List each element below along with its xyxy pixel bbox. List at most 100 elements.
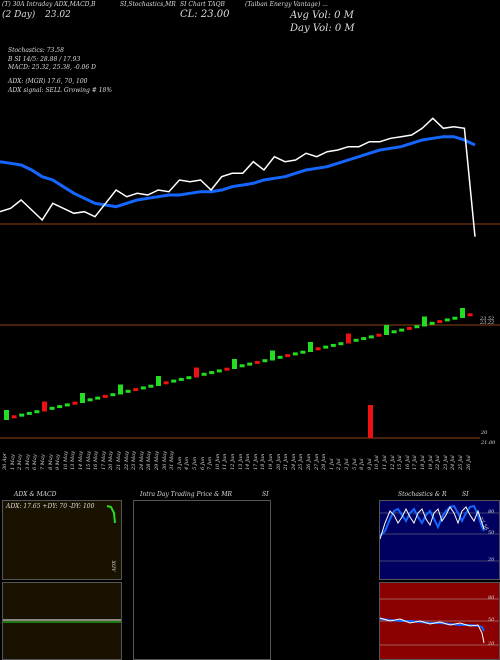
candle bbox=[361, 337, 367, 341]
candle bbox=[102, 394, 108, 398]
date-label: 10 Jun bbox=[214, 453, 221, 470]
date-label: 18 Jul bbox=[420, 455, 426, 470]
candle bbox=[19, 413, 25, 417]
stoch-tick-20: 20 bbox=[488, 557, 495, 563]
date-label: 23 May bbox=[131, 451, 138, 470]
candle bbox=[118, 384, 123, 395]
date-label: 2 May bbox=[17, 454, 24, 470]
candle bbox=[452, 316, 458, 320]
stoch-panel-title: Stochastics & R bbox=[398, 491, 447, 498]
date-label: 20 May bbox=[108, 451, 115, 470]
macd-readout: MACD: 25.32, 25.38, -0.06 D bbox=[8, 64, 96, 71]
candle bbox=[330, 343, 336, 347]
stoch-panel: 80 50 20 73.58 bbox=[379, 500, 500, 580]
stoch-panel-title2: SI bbox=[462, 491, 469, 498]
candle bbox=[239, 364, 245, 368]
ma-line bbox=[0, 135, 476, 209]
date-label: 5 Jul bbox=[351, 458, 358, 470]
candle bbox=[467, 313, 473, 317]
candle bbox=[437, 320, 443, 324]
candle bbox=[460, 308, 465, 318]
date-label: 22 May bbox=[123, 451, 130, 470]
date-label: 6 Jun bbox=[199, 456, 206, 470]
candle bbox=[57, 405, 63, 409]
date-label: 26 Jul bbox=[465, 455, 472, 470]
candle bbox=[110, 393, 116, 397]
candle bbox=[163, 381, 169, 385]
candle bbox=[338, 342, 344, 346]
mrsi-tick-20: 20 bbox=[488, 641, 495, 647]
header-date: (2 Day) bbox=[2, 10, 36, 20]
candle bbox=[277, 355, 283, 359]
candle bbox=[194, 367, 199, 378]
macd-panel bbox=[2, 582, 122, 660]
candle bbox=[72, 401, 78, 405]
candle bbox=[87, 398, 93, 402]
day-volume: Day Vol: 0 M bbox=[290, 23, 355, 34]
header-line1: (T) 30A Intraday ADX,MACD,B bbox=[2, 1, 96, 8]
date-label: 9 Jul bbox=[366, 458, 373, 470]
mrsi-panel: 80 50 20 bbox=[379, 582, 500, 660]
header-company: (Taiban Energy Vantage) ... bbox=[245, 1, 328, 8]
candle bbox=[148, 384, 154, 388]
price-tick-bottom: 20 bbox=[481, 430, 488, 436]
candle bbox=[201, 372, 207, 376]
adx-panel-readout: ADX: 17.65 +DY: 70 -DY: 100 bbox=[6, 503, 95, 510]
candle bbox=[292, 352, 298, 356]
candle bbox=[209, 371, 215, 375]
candle bbox=[216, 369, 222, 373]
header-si: SI,Stochastics,MR bbox=[120, 1, 176, 8]
candle bbox=[247, 362, 253, 366]
date-label: 29 May bbox=[154, 451, 160, 470]
date-label: 16 May bbox=[93, 451, 100, 470]
date-label: 19 Jun bbox=[268, 453, 274, 470]
candle bbox=[346, 333, 351, 344]
date-label: 15 Jul bbox=[397, 455, 404, 470]
date-label: 9 May bbox=[55, 454, 62, 470]
date-label: 28 Jun bbox=[321, 453, 328, 470]
date-label: 20 Jun bbox=[275, 453, 282, 470]
candle bbox=[34, 410, 40, 414]
candle bbox=[391, 330, 397, 334]
candle bbox=[384, 325, 389, 335]
candle bbox=[262, 359, 268, 363]
candle bbox=[406, 326, 412, 330]
date-label: 17 Jun bbox=[252, 453, 259, 470]
date-label: 25 Jun bbox=[298, 453, 305, 470]
avg-volume: Avg Vol: 0 M bbox=[290, 10, 354, 21]
intraday-panel-title: Intra Day Trading Price & MR bbox=[140, 491, 233, 498]
candle bbox=[42, 401, 47, 412]
date-label: 3 Jun bbox=[176, 456, 183, 470]
candle bbox=[80, 393, 85, 403]
date-label: 4 Jun bbox=[184, 456, 191, 470]
candle bbox=[26, 411, 32, 415]
date-label: 8 Jul bbox=[359, 458, 366, 470]
candle bbox=[95, 396, 101, 400]
close-price: CL: 23.00 bbox=[180, 9, 230, 20]
date-label: 12 Jul bbox=[389, 455, 396, 470]
date-label: 17 May bbox=[100, 451, 107, 470]
date-label: 24 Jul bbox=[450, 455, 457, 470]
candle bbox=[232, 359, 237, 369]
date-label: 19 Jul bbox=[427, 455, 434, 470]
candle bbox=[376, 333, 382, 337]
adx-signal: ADX signal: SELL Growing # 18% bbox=[8, 87, 113, 94]
stoch-tick-50: 50 bbox=[488, 530, 495, 536]
mrsi-tick-50: 50 bbox=[488, 617, 495, 623]
candle bbox=[11, 415, 17, 419]
date-label: 11 Jul bbox=[382, 455, 388, 470]
date-label: 14 May bbox=[78, 451, 84, 470]
date-label: 27 Jun bbox=[313, 453, 320, 470]
intraday-panel-title2: SI bbox=[262, 491, 269, 498]
mrsi-tick-80: 80 bbox=[488, 595, 495, 601]
candle bbox=[140, 386, 146, 390]
date-label: 10 May bbox=[62, 451, 69, 470]
macd-lines bbox=[3, 619, 121, 623]
date-label: 16 Jul bbox=[404, 455, 411, 470]
date-label: 24 Jun bbox=[290, 453, 297, 470]
candle bbox=[270, 350, 275, 361]
header-price: 23.02 bbox=[45, 10, 71, 20]
mrsi-lines bbox=[380, 598, 499, 646]
candle bbox=[399, 328, 405, 332]
